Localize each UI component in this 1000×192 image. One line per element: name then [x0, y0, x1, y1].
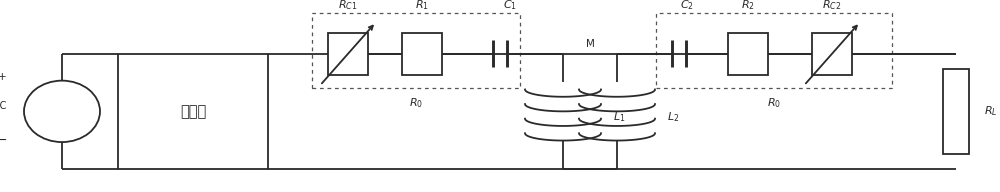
Text: −: − — [0, 134, 7, 147]
Text: $R_0$: $R_0$ — [409, 96, 423, 110]
Bar — [402, 33, 442, 75]
Text: $R_1$: $R_1$ — [415, 0, 429, 12]
Text: $R_2$: $R_2$ — [741, 0, 755, 12]
Bar — [328, 33, 368, 75]
Text: $L_1$: $L_1$ — [613, 110, 625, 124]
Text: M: M — [586, 39, 594, 49]
Ellipse shape — [24, 81, 100, 142]
Text: $R_{C2}$: $R_{C2}$ — [822, 0, 842, 12]
Text: $C_2$: $C_2$ — [680, 0, 694, 12]
Bar — [656, 13, 892, 88]
Bar — [943, 69, 969, 154]
Bar — [812, 33, 852, 75]
Text: 逆变器: 逆变器 — [180, 104, 206, 119]
Text: $L_2$: $L_2$ — [667, 110, 679, 124]
Text: DC: DC — [0, 101, 6, 111]
Text: $R_L$: $R_L$ — [984, 104, 998, 118]
Bar — [728, 33, 768, 75]
Text: $C_1$: $C_1$ — [503, 0, 517, 12]
Bar — [118, 54, 268, 169]
Bar — [312, 13, 520, 88]
Text: $R_{C1}$: $R_{C1}$ — [338, 0, 358, 12]
Text: $R_0$: $R_0$ — [767, 96, 781, 110]
Text: +: + — [0, 72, 6, 82]
